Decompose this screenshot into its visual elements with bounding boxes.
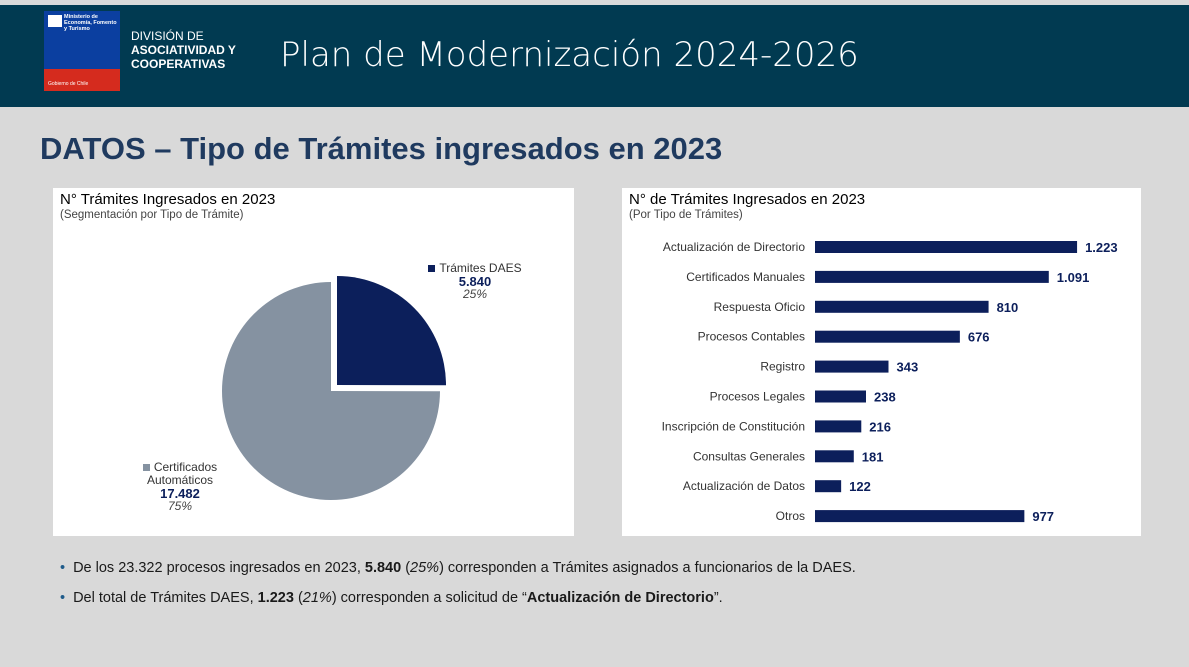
bar <box>815 390 866 403</box>
slice-name-row: Trámites DAES <box>405 262 545 275</box>
category-label: Certificados Manuales <box>686 270 805 284</box>
legend-swatch <box>142 464 150 472</box>
category-label: Registro <box>760 360 805 374</box>
bullet-dot: • <box>60 590 66 606</box>
logo-emblem <box>48 15 62 27</box>
bullet-text: ( <box>401 560 411 576</box>
pie-panel: N° Trámites Ingresados en 2023 (Segmenta… <box>53 188 574 536</box>
legend-swatch <box>428 265 436 273</box>
bullet-text: ) corresponden a solicitud de “ <box>331 590 527 606</box>
division: DIVISIÓN DE ASOCIATIVIDAD Y COOPERATIVAS <box>131 29 236 71</box>
bar <box>815 360 889 373</box>
slice-percent: 25% <box>462 287 488 301</box>
value-label: 343 <box>897 360 919 375</box>
bullet-text: ( <box>293 590 303 606</box>
bullet-text: ) corresponden a Trámites asignados a fu… <box>439 560 856 576</box>
value-label: 977 <box>1032 509 1054 524</box>
bar-panel: N° de Trámites Ingresados en 2023 (Por T… <box>622 188 1141 536</box>
bullet-text: 25% <box>410 560 440 576</box>
logo-stripe <box>44 69 120 91</box>
value-label: 181 <box>862 449 884 464</box>
pie-label: Certificados Automáticos 17.482 75% <box>115 461 245 513</box>
division-line: ASOCIATIVIDAD Y <box>131 43 236 57</box>
value-label: 676 <box>968 330 990 345</box>
chart-subtitle: (Por Tipo de Trámites) <box>629 209 743 221</box>
category-label: Respuesta Oficio <box>714 300 806 314</box>
chart-subtitle: (Segmentación por Tipo de Trámite) <box>60 209 244 221</box>
category-label: Actualización de Directorio <box>663 240 805 254</box>
bullet-text: 1.223 <box>257 590 294 606</box>
slice-value: 5.840 <box>458 274 492 289</box>
bullet: • De los 23.322 procesos ingresados en 20… <box>60 560 856 576</box>
ministry-text: Ministerio de Economía, Fomento y Turism… <box>64 14 117 32</box>
slide-title: DATOS – Tipo de Trámites ingresados en 2… <box>40 131 723 166</box>
bar <box>815 420 862 433</box>
slice-value: 17.482 <box>160 486 200 501</box>
slice-name: Certificados Automáticos <box>146 460 218 487</box>
bullet-text: 21% <box>302 590 332 606</box>
bar <box>815 270 1049 283</box>
logo: Ministerio de Economía, Fomento y Turism… <box>44 11 120 91</box>
bullet: • Del total de Trámites DAES, 1.223 (21%)… <box>60 590 723 606</box>
value-label: 1.223 <box>1085 240 1118 255</box>
division-line: DIVISIÓN DE <box>131 29 204 43</box>
bar <box>815 450 854 463</box>
bar <box>815 300 989 313</box>
bullet-text: De los 23.322 procesos ingresados en 202… <box>73 560 365 576</box>
category-label: Actualización de Datos <box>683 479 805 493</box>
bullet-text: 5.840 <box>364 560 402 576</box>
bullet-text: ”. <box>713 590 723 606</box>
bar <box>815 241 1078 253</box>
pie-slice <box>337 276 446 386</box>
value-label: 216 <box>869 419 891 434</box>
category-label: Procesos Legales <box>710 390 805 404</box>
bar <box>815 480 842 493</box>
value-label: 1.091 <box>1057 270 1090 285</box>
pie-chart <box>221 276 446 500</box>
slice-name: Trámites DAES <box>439 261 522 275</box>
pie-label: Trámites DAES 5.840 25% <box>405 262 545 301</box>
division-line: COOPERATIVAS <box>131 57 226 71</box>
bullet-text: Actualización de Directorio <box>526 590 714 606</box>
pie-slice <box>221 282 440 500</box>
category-label: Procesos Contables <box>698 330 805 344</box>
category-label: Consultas Generales <box>693 449 805 463</box>
header-title: Plan de Modernización 2024-2026 <box>280 35 859 75</box>
bullet-dot: • <box>60 560 66 576</box>
bar-chart: Actualización de Directorio 1.223 Certific… <box>662 240 1118 524</box>
slice-percent: 75% <box>167 499 193 513</box>
bar <box>815 330 960 343</box>
government-text: Gobierno de Chile <box>48 81 89 87</box>
bullet-text: Del total de Trámites DAES, <box>73 590 258 606</box>
value-label: 810 <box>997 300 1019 315</box>
category-label: Inscripción de Constitución <box>662 419 805 433</box>
header-band <box>0 5 1189 107</box>
category-label: Otros <box>776 509 805 523</box>
value-label: 238 <box>874 390 896 405</box>
bar <box>815 510 1025 523</box>
chart-title: N° Trámites Ingresados en 2023 <box>60 191 276 208</box>
value-label: 122 <box>849 479 871 494</box>
slice-name-row: Certificados Automáticos <box>115 461 245 487</box>
chart-title: N° de Trámites Ingresados en 2023 <box>629 191 866 208</box>
